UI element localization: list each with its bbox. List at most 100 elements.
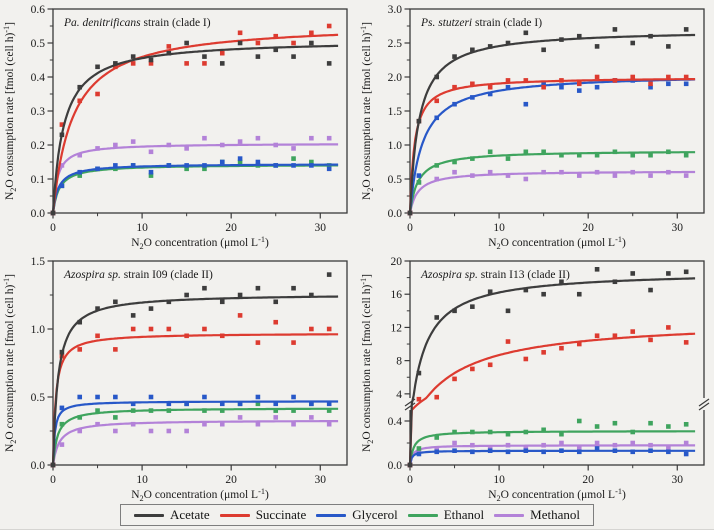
data-point (130, 421, 136, 427)
data-point (113, 166, 118, 172)
data-point (59, 183, 65, 189)
legend-label: Acetate (170, 507, 210, 522)
data-point (237, 40, 243, 46)
data-point (326, 421, 332, 427)
svg-text:0.0: 0.0 (388, 208, 403, 220)
data-point (612, 279, 618, 285)
data-point (666, 424, 671, 429)
data-point (470, 442, 475, 448)
data-point (612, 27, 618, 32)
y-axis-ticks: 0.0 0.1 0.2 0.3 0.4 0.5 0.6 (31, 4, 53, 220)
x-axis-ticks: 0 10 20 30 (50, 213, 326, 234)
series-methanol (50, 415, 339, 468)
data-point (505, 84, 511, 90)
data-point (683, 173, 689, 178)
data-point (184, 61, 189, 66)
data-point (416, 370, 422, 376)
data-point (630, 329, 636, 334)
data-point (184, 401, 189, 407)
data-point (130, 401, 136, 407)
svg-text:1.0: 1.0 (388, 140, 403, 152)
series-methanol (407, 169, 696, 216)
fit-curve-succinate (51, 333, 339, 466)
data-point (148, 169, 154, 175)
data-point (523, 356, 529, 362)
data-point (219, 61, 225, 66)
data-point (202, 394, 207, 400)
data-point (594, 44, 600, 49)
data-point (326, 272, 332, 277)
x-axis-ticks: 0 10 20 30 (407, 465, 683, 486)
data-point (594, 424, 600, 429)
data-point (255, 401, 261, 407)
data-point (184, 146, 189, 151)
data-point (612, 173, 618, 178)
data-point (434, 176, 440, 182)
data-point (434, 435, 440, 440)
data-point (683, 269, 689, 275)
data-point (219, 401, 225, 407)
data-point (416, 396, 422, 402)
data-point (666, 81, 671, 87)
data-point (594, 152, 600, 158)
data-point (559, 84, 564, 90)
data-point (291, 163, 296, 168)
data-point (219, 142, 225, 148)
svg-text:10: 10 (136, 222, 148, 234)
data-point (505, 156, 511, 161)
data-point (416, 451, 422, 457)
data-point (50, 210, 56, 216)
data-point (630, 440, 636, 446)
data-point (541, 81, 546, 87)
legend-item-glycerol: Glycerol (316, 505, 398, 525)
legend-item-acetate: Acetate (134, 505, 210, 525)
plot-frame (52, 8, 348, 214)
fit-curve-glycerol (51, 400, 339, 466)
data-point (77, 319, 83, 325)
data-point (255, 421, 261, 427)
data-point (77, 169, 83, 175)
data-point (434, 449, 440, 455)
data-point (166, 408, 172, 413)
data-point (666, 325, 671, 330)
data-point (77, 98, 83, 104)
series-succinate (407, 74, 696, 216)
data-point (202, 54, 207, 59)
legend-item-succinate: Succinate (219, 505, 306, 525)
series-succinate (50, 313, 339, 468)
data-point (452, 159, 457, 165)
data-point (273, 415, 279, 420)
svg-text:0.4: 0.4 (31, 72, 46, 84)
series-ethanol (407, 418, 696, 468)
data-point (148, 394, 154, 400)
data-point (541, 84, 546, 90)
svg-text:0.0: 0.0 (388, 460, 403, 472)
data-point (148, 428, 154, 434)
legend-item-methanol: Methanol (494, 505, 580, 525)
axis-break-marks (404, 398, 710, 411)
svg-text:3.0: 3.0 (388, 4, 403, 16)
svg-text:10: 10 (493, 474, 505, 486)
data-point (434, 74, 440, 80)
data-point (559, 431, 564, 437)
y-axis-ticks: 0.0 0.5 1.0 1.5 (31, 256, 53, 472)
chart-svg-0: 0 10 20 30 0.0 0.1 0.2 0.3 0.4 0.5 0.6 Pa. denitrif… (2, 4, 348, 251)
data-point (202, 421, 207, 427)
legend-line-succinate-icon (219, 513, 250, 517)
data-point (683, 451, 689, 457)
svg-text:0: 0 (407, 474, 413, 486)
data-point (130, 326, 136, 332)
svg-text:1.5: 1.5 (388, 106, 403, 118)
panel-row-bottom: 0 10 20 30 0.0 0.5 1.0 1.5 Azospira sp. strain I… (0, 252, 714, 504)
y-axis-label: N2O consumption rate [fmol (cell h)-1] (359, 274, 375, 452)
legend-label: Ethanol (443, 507, 485, 522)
data-point (505, 173, 511, 178)
data-point (95, 306, 100, 311)
data-point (309, 163, 314, 168)
data-point (309, 326, 314, 332)
data-point (77, 173, 83, 178)
chart-svg-3: 0 10 20 30 0.0 0.4 4 8 12 16 20 Azospira sp. strain… (359, 256, 710, 503)
data-point (487, 149, 493, 155)
x-axis-ticks: 0 10 20 30 (407, 213, 683, 234)
